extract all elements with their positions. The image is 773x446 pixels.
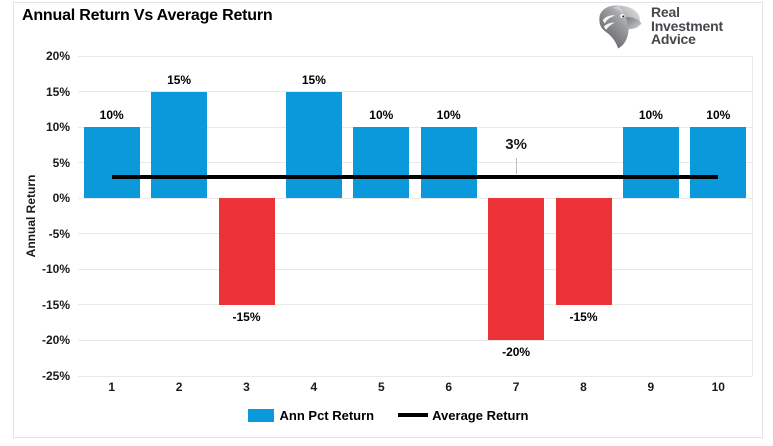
y-axis-tick-label: 0% — [52, 191, 70, 206]
bar-3 — [218, 198, 275, 305]
legend-bar-swatch-icon — [247, 408, 274, 422]
x-axis-tick-label: 5 — [377, 380, 385, 394]
x-axis-tick-label: 4 — [310, 380, 318, 394]
average-return-line — [111, 174, 719, 179]
y-axis-tick-label: 15% — [45, 84, 70, 99]
gridline — [78, 233, 752, 235]
plot-right-border — [752, 56, 753, 376]
bar-9 — [622, 127, 679, 199]
brand-line-1: Real — [651, 4, 680, 20]
bar-7 — [488, 198, 545, 341]
x-axis-tick-label: 10 — [711, 380, 725, 394]
average-return-value-label: 3% — [505, 135, 527, 153]
y-axis-tick-label: 10% — [45, 120, 70, 135]
bar-6 — [420, 127, 477, 199]
bar-value-label: 15% — [167, 72, 192, 87]
y-axis-tick-label: -5% — [48, 226, 70, 241]
x-axis-tick-label: 3 — [243, 380, 250, 394]
legend: Ann Pct Return Average Return — [13, 405, 763, 425]
brand-logo: Real Investment Advice — [596, 4, 723, 49]
gridline — [78, 55, 752, 57]
bar-8 — [555, 198, 612, 305]
y-axis-tick-label: -20% — [41, 333, 70, 348]
bar-2 — [151, 91, 208, 199]
legend-label-average-return: Average Return — [432, 407, 529, 423]
bar-1 — [83, 127, 140, 199]
gridline — [78, 304, 752, 306]
chart-frame — [13, 2, 763, 438]
legend-line-swatch-icon — [398, 413, 429, 417]
x-axis-tick-label: 6 — [445, 380, 453, 394]
x-axis-tick-label: 1 — [108, 380, 116, 394]
bar-value-label: 15% — [301, 72, 326, 87]
gridline — [78, 339, 752, 341]
x-axis-tick-label: 8 — [580, 380, 587, 394]
chart-title: Annual Return Vs Average Return — [22, 7, 273, 24]
bar-value-label: 10% — [99, 108, 124, 123]
brand-line-2: Investment — [651, 17, 723, 34]
y-axis-tick-label: 20% — [45, 49, 70, 63]
legend-label-ann-pct-return: Ann Pct Return — [279, 407, 375, 423]
y-axis-tick-label: 5% — [52, 155, 70, 170]
brand-line-3: Advice — [651, 31, 696, 47]
gridline — [78, 268, 752, 270]
gridline — [78, 197, 752, 199]
bar-value-label: 10% — [436, 108, 461, 123]
gridline — [78, 375, 752, 377]
bar-value-label: 10% — [369, 108, 394, 123]
bar-5 — [353, 127, 410, 199]
x-axis-tick-label: 7 — [512, 380, 520, 394]
x-axis-tick-label: 2 — [175, 380, 183, 394]
brand-name: Real Investment Advice — [651, 4, 723, 47]
average-label-leader-line — [516, 157, 518, 174]
gridline — [78, 126, 752, 128]
bar-value-label: 10% — [706, 108, 731, 123]
y-axis-tick-label: -25% — [41, 369, 70, 383]
bar-value-label: 10% — [638, 108, 663, 123]
bar-10 — [690, 127, 747, 199]
bar-value-label: -20% — [502, 345, 531, 360]
eagle-icon — [599, 5, 642, 49]
gridline — [78, 162, 752, 164]
gridline — [78, 91, 752, 93]
bar-4 — [285, 91, 342, 199]
x-axis-tick-label: 9 — [647, 380, 655, 394]
bar-value-label: -15% — [232, 309, 261, 324]
bar-value-label: -15% — [569, 309, 598, 324]
y-axis-tick-label: -10% — [41, 262, 70, 277]
y-axis-tick-label: -15% — [41, 297, 70, 312]
